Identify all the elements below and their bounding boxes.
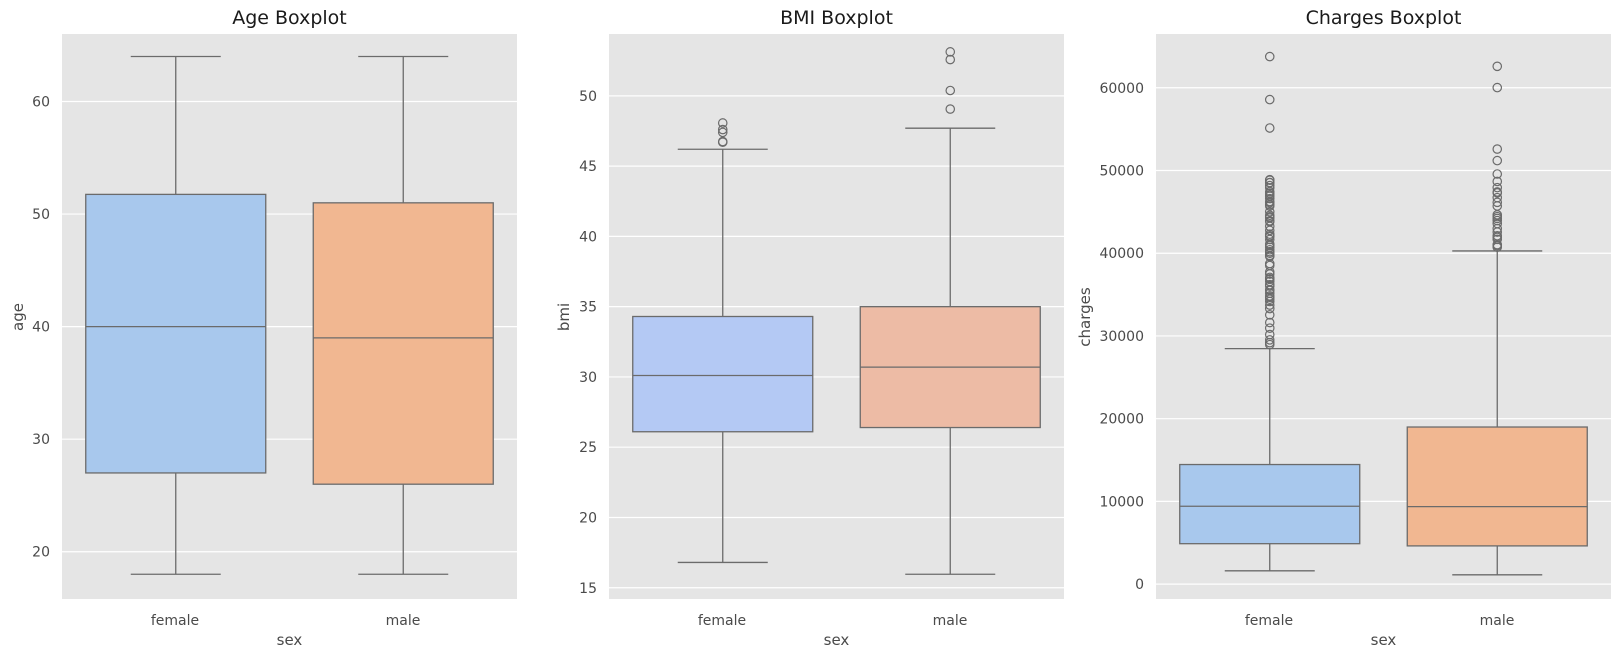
x-tick-label: female [1245, 613, 1293, 629]
outlier-point [1492, 192, 1503, 203]
y-tick-label: 30 [32, 432, 50, 448]
iqr-box [312, 202, 494, 485]
y-tick-label: 50000 [1099, 163, 1144, 179]
outlier-point [1492, 82, 1503, 93]
y-tick-label: 30 [579, 370, 597, 386]
x-tick-label: female [698, 613, 746, 629]
y-tick-label: 20 [32, 545, 50, 561]
outlier-point [1264, 323, 1275, 333]
outlier-point [1492, 197, 1503, 208]
outlier-point [717, 124, 728, 135]
outlier-point [945, 47, 956, 57]
y-tick-label: 60 [32, 95, 50, 111]
boxes [632, 47, 1041, 575]
bmi-boxplot-panel: 15 20 25 30 35 40 45 50 female male BMI Boxplot… [555, 7, 1064, 649]
y-tick-labels: 0 10000 20000 30000 40000 50000 60000 [1099, 81, 1144, 593]
y-axis-label: charges [1076, 287, 1094, 347]
y-tick-label: 30000 [1099, 329, 1144, 345]
x-tick-labels: female male [698, 613, 968, 629]
iqr-box [1179, 463, 1361, 545]
y-tick-label: 45 [579, 159, 597, 175]
outlier-point [1264, 279, 1275, 290]
box-female [85, 55, 267, 575]
x-tick-label: female [151, 613, 199, 629]
outlier-point [1492, 176, 1503, 187]
y-tick-label: 15 [579, 581, 597, 597]
outlier-point [1492, 187, 1503, 197]
outlier-point [1264, 210, 1275, 221]
outlier-point [1264, 51, 1275, 62]
x-tick-label: male [1480, 613, 1515, 629]
y-tick-label: 35 [579, 300, 597, 316]
outlier-point [1264, 234, 1275, 245]
outlier-point [1264, 317, 1275, 328]
outlier-point [945, 54, 956, 65]
outlier-point [1492, 182, 1503, 193]
iqr-box [632, 315, 814, 433]
y-tick-label: 40 [579, 229, 597, 245]
y-tick-label: 10000 [1099, 494, 1144, 510]
iqr-box [85, 193, 267, 474]
x-tick-label: male [386, 613, 421, 629]
outlier-point [1492, 61, 1503, 72]
boxes [85, 55, 494, 575]
outlier-point [1264, 123, 1275, 133]
outlier-point [1264, 329, 1275, 340]
x-tick-labels: female male [151, 613, 421, 629]
box-male [859, 47, 1041, 575]
box-male [1406, 61, 1588, 576]
chart-title: Age Boxplot [232, 7, 347, 29]
outlier-point [1492, 155, 1503, 166]
outlier-point [1264, 310, 1275, 320]
y-axis-label: bmi [555, 303, 573, 331]
iqr-box [1406, 426, 1588, 547]
charges-boxplot-panel: 0 10000 20000 30000 40000 50000 60000 female m… [1076, 7, 1611, 649]
outlier-point [945, 104, 956, 114]
outlier-point [1492, 230, 1503, 241]
outlier-point [1264, 174, 1275, 185]
y-tick-label: 20 [579, 510, 597, 526]
y-tick-label: 40 [32, 320, 50, 336]
outlier-point [1264, 335, 1275, 345]
y-tick-labels: 20 30 40 50 60 [32, 95, 50, 561]
x-tick-labels: female male [1245, 613, 1515, 629]
y-tick-label: 40000 [1099, 246, 1144, 262]
outlier-point [1264, 272, 1275, 283]
chart-title: Charges Boxplot [1306, 7, 1462, 29]
y-tick-labels: 15 20 25 30 35 40 45 50 [579, 89, 597, 597]
outlier-point [1264, 180, 1275, 191]
outlier-point [945, 85, 956, 96]
box-female [632, 118, 814, 564]
y-tick-label: 25 [579, 440, 597, 456]
y-tick-label: 20000 [1099, 412, 1144, 428]
outlier-point [1264, 244, 1275, 255]
box-male [312, 55, 494, 575]
outlier-point [1264, 94, 1275, 105]
y-tick-label: 0 [1135, 577, 1144, 593]
box-female [1179, 51, 1361, 572]
outlier-point [1492, 144, 1503, 154]
x-axis-label: sex [824, 631, 850, 649]
outlier-point [717, 136, 728, 147]
chart-title: BMI Boxplot [780, 7, 893, 29]
y-tick-label: 50 [32, 207, 50, 223]
outlier-point [717, 127, 728, 138]
outlier-point [1264, 303, 1275, 314]
y-axis-label: age [9, 303, 27, 331]
y-tick-label: 60000 [1099, 81, 1144, 97]
boxes [1179, 51, 1588, 576]
x-axis-label: sex [277, 631, 303, 649]
outlier-point [1264, 206, 1275, 217]
outlier-point [1264, 300, 1275, 310]
x-axis-label: sex [1371, 631, 1397, 649]
y-tick-label: 50 [579, 89, 597, 105]
x-tick-label: male [933, 613, 968, 629]
outlier-point [1492, 169, 1503, 179]
outlier-point [1264, 291, 1275, 301]
outlier-point [1264, 193, 1275, 204]
outlier-point [717, 118, 728, 128]
age-boxplot-panel: 20 30 40 50 60 female male Age Boxplot sex a… [9, 7, 517, 649]
